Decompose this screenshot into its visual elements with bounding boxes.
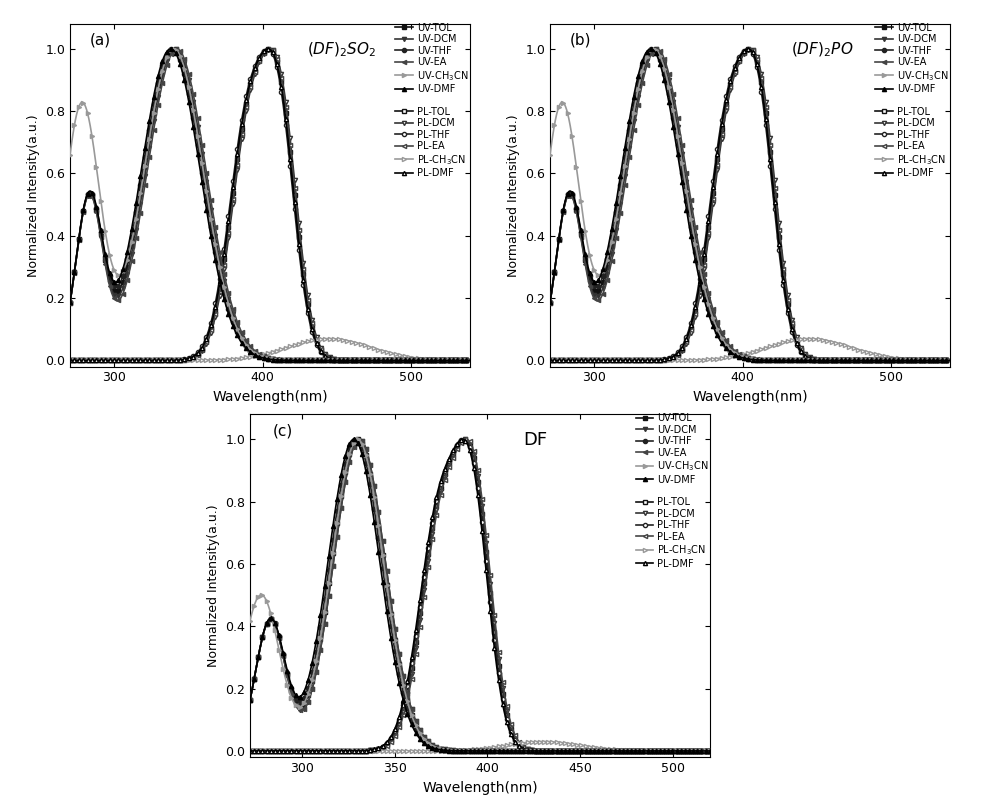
Text: $(DF)_2SO_2$: $(DF)_2SO_2$ <box>307 41 377 60</box>
Legend: UV-TOL, UV-DCM, UV-THF, UV-EA, UV-CH$_3$CN, UV-DMF, , PL-TOL, PL-DCM, PL-THF, PL: UV-TOL, UV-DCM, UV-THF, UV-EA, UV-CH$_3$… <box>391 19 472 182</box>
X-axis label: Wavelength(nm): Wavelength(nm) <box>212 390 328 404</box>
Y-axis label: Normalized Intensity(a.u.): Normalized Intensity(a.u.) <box>507 114 520 277</box>
Y-axis label: Normalized Intensity(a.u.): Normalized Intensity(a.u.) <box>207 505 220 667</box>
X-axis label: Wavelength(nm): Wavelength(nm) <box>692 390 808 404</box>
Y-axis label: Normalized Intensity(a.u.): Normalized Intensity(a.u.) <box>27 114 40 277</box>
Text: $(DF)_2PO$: $(DF)_2PO$ <box>791 41 853 60</box>
Text: (c): (c) <box>273 423 293 438</box>
Text: (b): (b) <box>570 33 592 48</box>
Legend: UV-TOL, UV-DCM, UV-THF, UV-EA, UV-CH$_3$CN, UV-DMF, , PL-TOL, PL-DCM, PL-THF, PL: UV-TOL, UV-DCM, UV-THF, UV-EA, UV-CH$_3$… <box>632 410 713 572</box>
Text: (a): (a) <box>90 33 111 48</box>
Legend: UV-TOL, UV-DCM, UV-THF, UV-EA, UV-CH$_3$CN, UV-DMF, , PL-TOL, PL-DCM, PL-THF, PL: UV-TOL, UV-DCM, UV-THF, UV-EA, UV-CH$_3$… <box>871 19 952 182</box>
X-axis label: Wavelength(nm): Wavelength(nm) <box>422 780 538 795</box>
Text: DF: DF <box>523 431 547 450</box>
